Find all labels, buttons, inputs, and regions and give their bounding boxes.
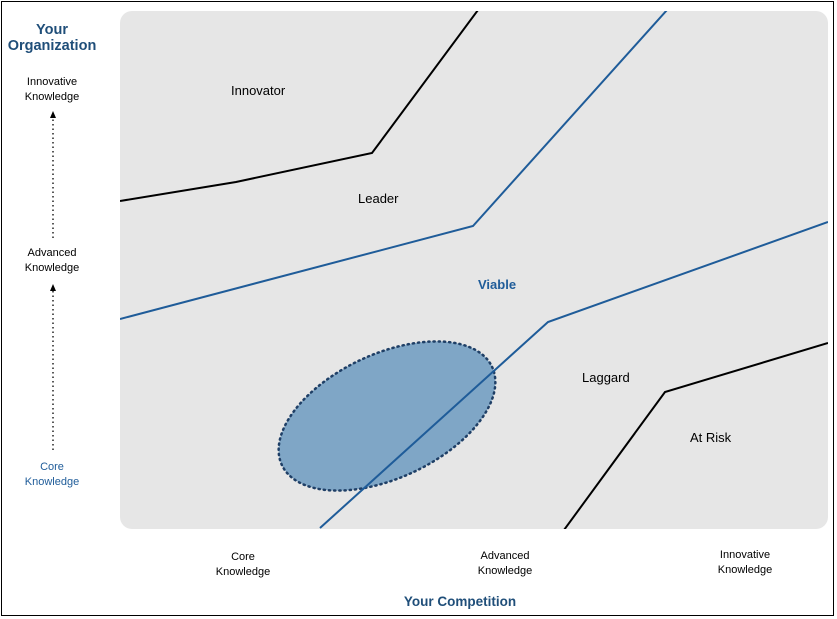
y-level-core: Core Knowledge <box>2 460 102 490</box>
x-level-innovative-line1: Innovative <box>719 549 771 561</box>
x-axis-title: Your Competition <box>403 594 517 609</box>
x-level-advanced: Advanced Knowledge <box>450 549 560 579</box>
y-level-advanced: Advanced Knowledge <box>2 246 102 276</box>
y-level-innovative-line1: Innovative <box>26 76 78 88</box>
leader-boundary-line <box>120 11 668 320</box>
y-level-advanced-line1: Advanced <box>27 247 77 259</box>
zone-laggard: Laggard <box>582 370 630 385</box>
y-axis-arrows <box>50 111 56 450</box>
y-axis-title-line2: Organization <box>7 38 97 54</box>
plot-panel <box>120 11 828 529</box>
y-level-core-line1: Core <box>40 461 64 473</box>
y-level-innovative: Innovative Knowledge <box>2 75 102 105</box>
laggard-boundary-line <box>319 221 828 529</box>
x-level-advanced-line1: Advanced <box>480 550 530 562</box>
y-axis-title: Your Organization <box>2 22 102 54</box>
zone-leader: Leader <box>358 191 399 206</box>
y-level-core-line2: Knowledge <box>24 476 80 488</box>
zone-at-risk: At Risk <box>690 430 732 445</box>
x-level-innovative: Innovative Knowledge <box>690 548 800 578</box>
y-axis-title-line1: Your <box>36 22 68 38</box>
x-level-core: Core Knowledge <box>188 550 298 580</box>
innovator-boundary-line <box>120 11 479 202</box>
x-level-advanced-line2: Knowledge <box>477 565 533 577</box>
zone-innovator: Innovator <box>231 83 286 98</box>
x-level-core-line2: Knowledge <box>215 566 271 578</box>
at-risk-boundary-line <box>563 342 828 529</box>
zone-viable: Viable <box>478 277 517 292</box>
x-level-innovative-line2: Knowledge <box>717 564 773 576</box>
y-level-innovative-line2: Knowledge <box>24 91 80 103</box>
x-level-core-line1: Core <box>231 551 255 563</box>
y-level-advanced-line2: Knowledge <box>24 262 80 274</box>
overlap-ellipse <box>277 340 497 492</box>
